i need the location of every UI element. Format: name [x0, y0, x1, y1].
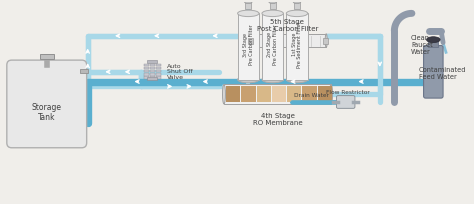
Ellipse shape — [222, 85, 226, 104]
Ellipse shape — [237, 11, 259, 18]
Bar — [262, 14, 283, 80]
Ellipse shape — [329, 85, 333, 104]
Bar — [150, 64, 155, 67]
Ellipse shape — [245, 1, 252, 5]
Text: 3rd Stage
Pre Carbon Filter: 3rd Stage Pre Carbon Filter — [243, 24, 254, 65]
Bar — [150, 77, 155, 79]
Bar — [256, 87, 271, 102]
Bar — [80, 70, 88, 73]
Bar — [270, 3, 275, 10]
Text: Auto
Shut Off
Valve: Auto Shut Off Valve — [166, 63, 192, 80]
Bar — [156, 64, 161, 67]
Bar — [302, 87, 317, 102]
Bar — [144, 71, 149, 73]
Bar — [226, 87, 240, 102]
Bar — [323, 39, 328, 44]
Bar — [144, 64, 149, 67]
Bar — [156, 68, 161, 70]
Bar — [147, 61, 157, 64]
Bar — [147, 78, 157, 81]
Bar — [248, 39, 253, 44]
Bar — [318, 87, 332, 102]
Text: Clean
Faucet
Water: Clean Faucet Water — [411, 35, 433, 54]
Bar — [144, 77, 149, 79]
Bar — [150, 71, 155, 73]
Bar — [156, 71, 161, 73]
Ellipse shape — [286, 11, 308, 18]
Text: 4th Stage
RO Membrane: 4th Stage RO Membrane — [253, 112, 302, 125]
Text: Drain Water: Drain Water — [294, 93, 329, 98]
Bar — [156, 77, 161, 79]
Bar — [241, 87, 255, 102]
Text: Flow Restrictor: Flow Restrictor — [326, 90, 370, 95]
Bar — [144, 68, 149, 70]
Bar — [40, 55, 54, 60]
Bar — [287, 87, 301, 102]
FancyBboxPatch shape — [7, 61, 87, 148]
Bar — [286, 14, 308, 80]
Text: 1st Stage
Pre Sediment Filter: 1st Stage Pre Sediment Filter — [292, 21, 302, 68]
Bar — [248, 35, 326, 48]
Ellipse shape — [237, 77, 259, 83]
Ellipse shape — [427, 38, 440, 43]
Bar — [224, 85, 331, 104]
Text: Contaminated
Feed Water: Contaminated Feed Water — [419, 67, 466, 80]
Bar — [150, 68, 155, 70]
Text: 5th Stage
Post Carbon Filter: 5th Stage Post Carbon Filter — [256, 19, 318, 32]
Ellipse shape — [269, 1, 276, 5]
Ellipse shape — [247, 35, 249, 48]
Ellipse shape — [325, 35, 327, 48]
FancyBboxPatch shape — [337, 96, 355, 109]
Text: Storage
Tank: Storage Tank — [32, 103, 62, 122]
Ellipse shape — [262, 77, 283, 83]
Bar — [150, 74, 155, 76]
Ellipse shape — [262, 11, 283, 18]
Bar — [428, 41, 438, 48]
FancyBboxPatch shape — [424, 46, 443, 99]
Bar — [156, 74, 161, 76]
Bar — [272, 87, 286, 102]
Ellipse shape — [293, 1, 301, 5]
Text: 2nd Stage
Pre Carbon Filter: 2nd Stage Pre Carbon Filter — [267, 24, 278, 65]
Ellipse shape — [286, 77, 308, 83]
Bar — [246, 3, 251, 10]
Bar — [237, 14, 259, 80]
Bar — [144, 74, 149, 76]
Bar — [294, 3, 300, 10]
